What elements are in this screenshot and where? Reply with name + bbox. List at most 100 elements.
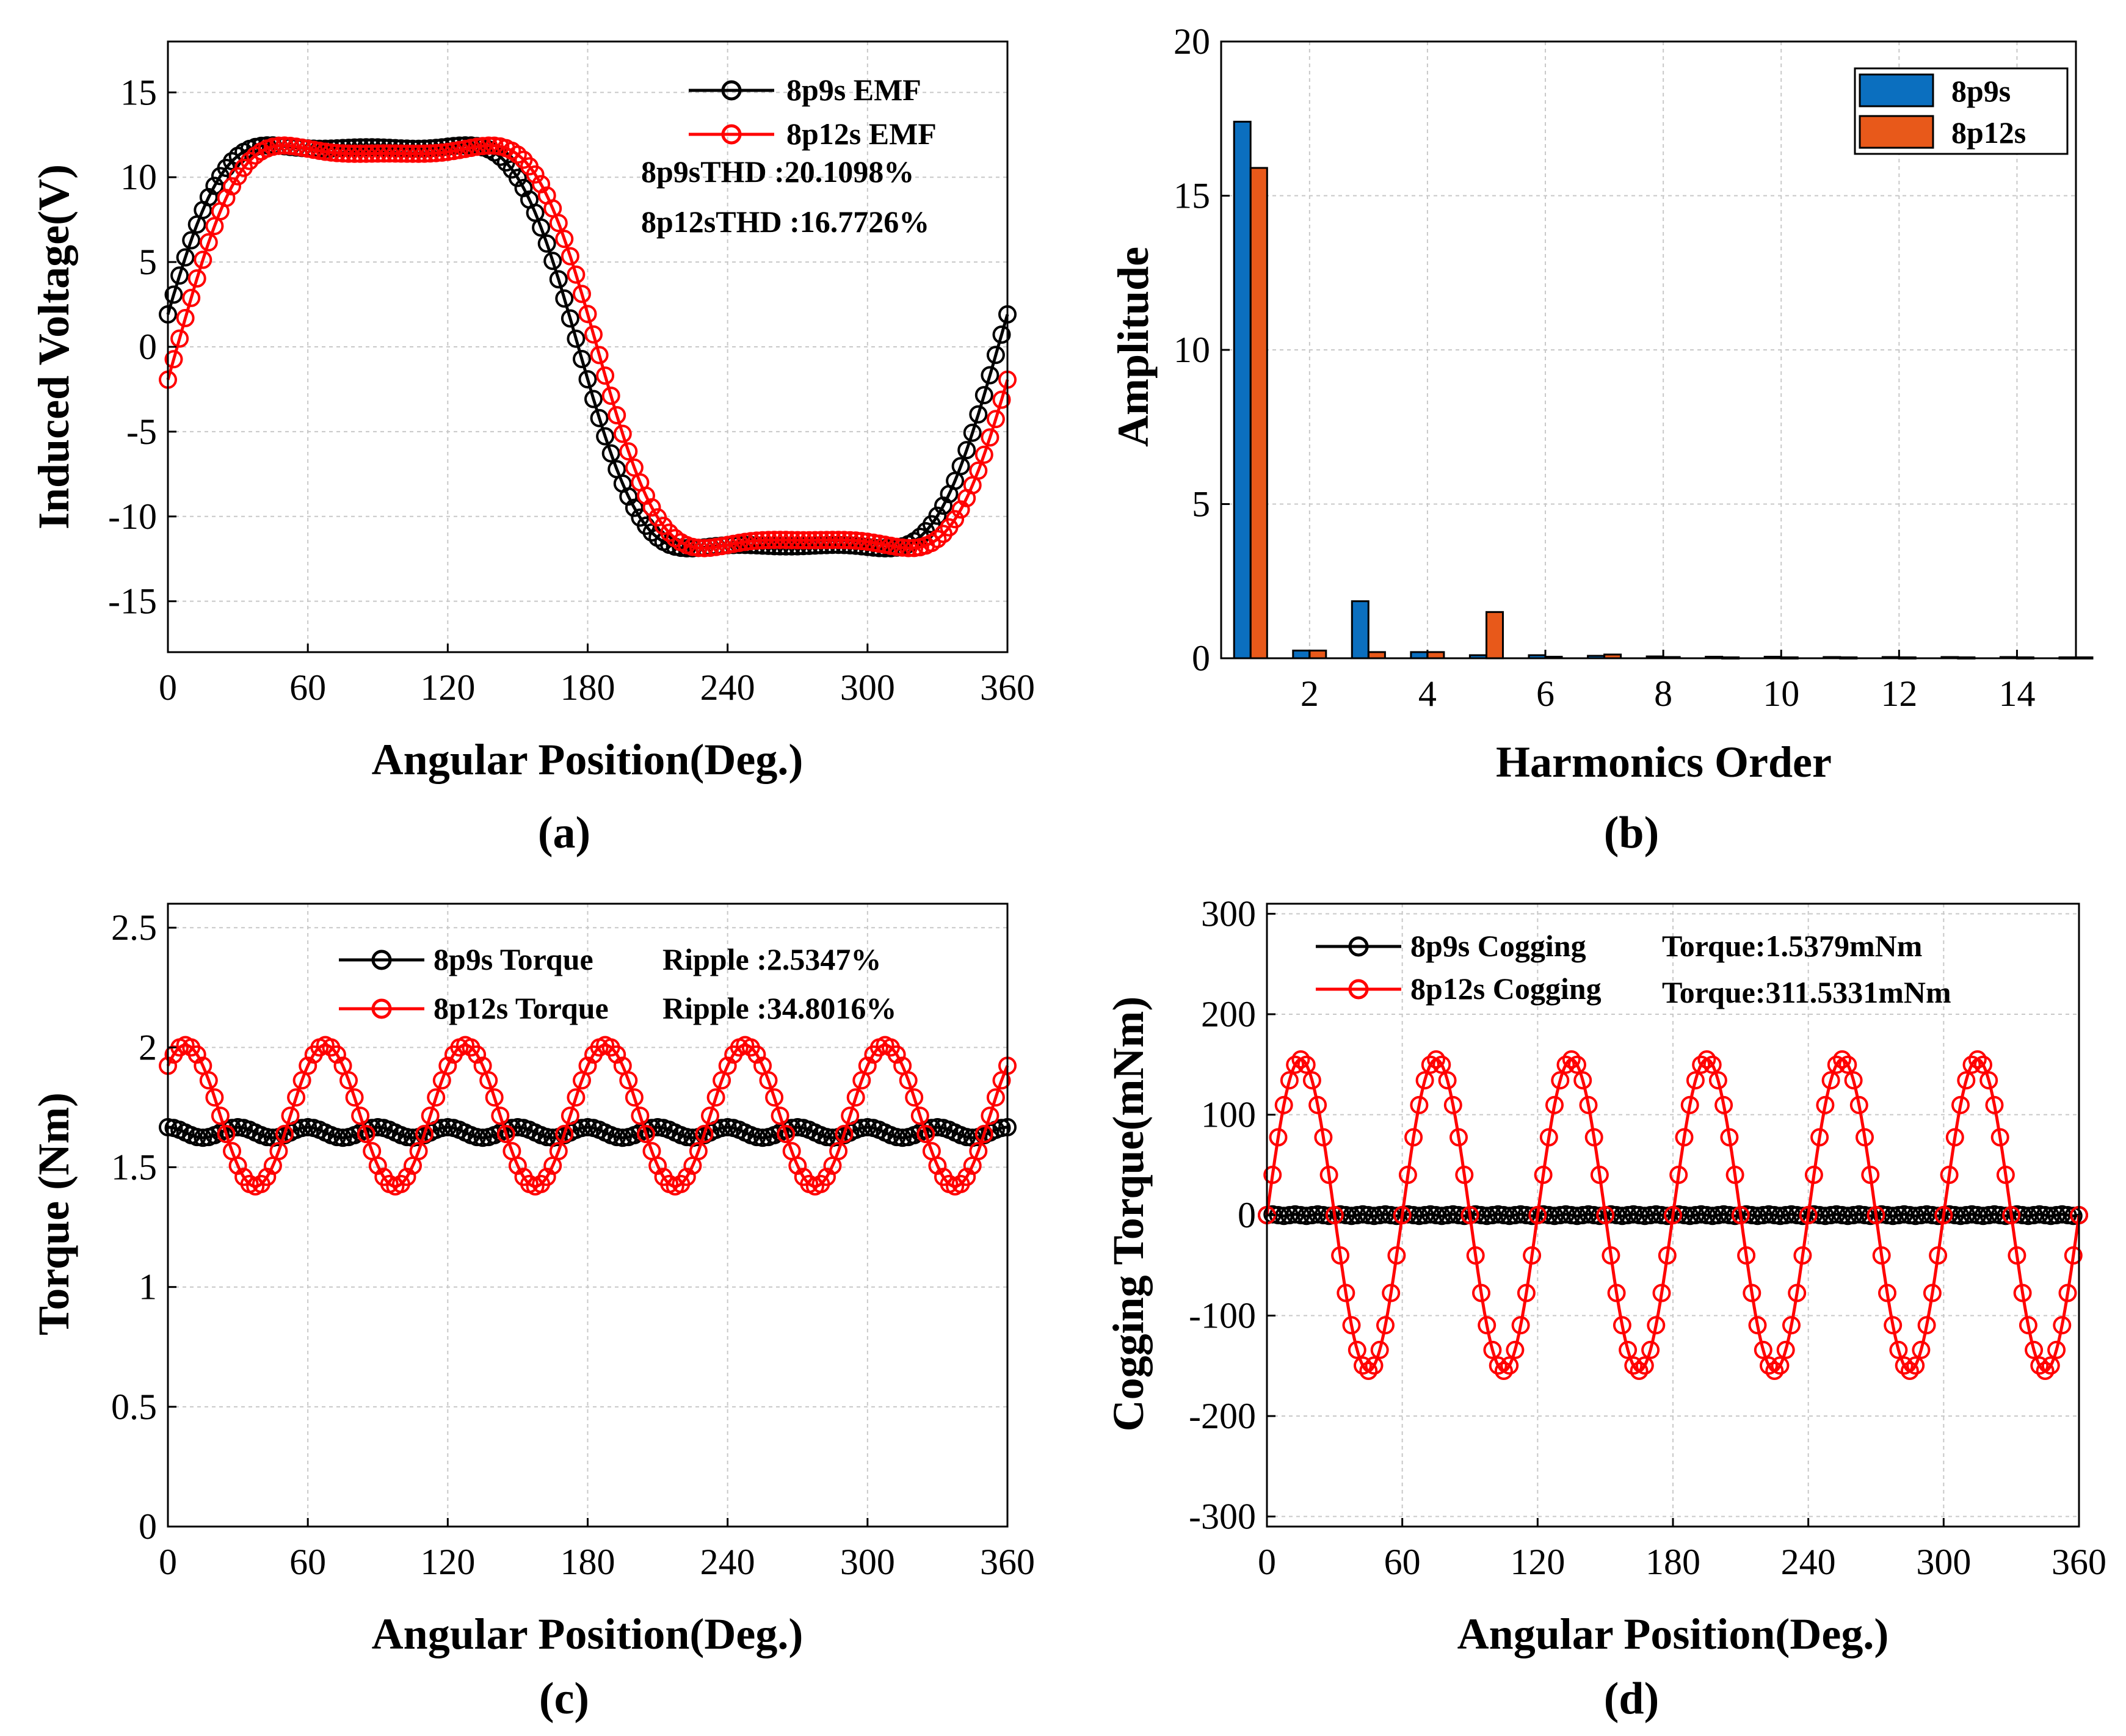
a-legend-label-8p9s: 8p9s EMF	[786, 73, 921, 107]
c-data-point	[508, 1157, 527, 1175]
a-data-point	[351, 144, 370, 163]
d-data-point	[2041, 1356, 2060, 1375]
d-data-point	[1286, 1055, 1305, 1074]
b-bar-8p12s-h2	[1308, 649, 1327, 659]
a-data-point	[549, 270, 568, 289]
c-x-tick-label: 180	[561, 1542, 615, 1582]
d-data-point	[1929, 1246, 1948, 1265]
a-caption: (a)	[538, 808, 590, 858]
c-data-point	[485, 1088, 504, 1107]
d-data-point	[1895, 1356, 1914, 1375]
c-legend-label-8p12s: 8p12s Torque	[434, 991, 609, 1025]
d-data-point	[1974, 1055, 1992, 1074]
d-x-tick-label: 0	[1258, 1542, 1276, 1582]
d-data-point	[1635, 1356, 1654, 1375]
d-data-point	[1443, 1095, 1462, 1114]
a-data-point	[549, 214, 568, 233]
a-data-point	[170, 329, 189, 348]
d-data-point	[1528, 1206, 1547, 1224]
b-bar-8p12s-h3	[1367, 651, 1386, 659]
d-data-point	[1669, 1166, 1688, 1184]
a-data-point	[176, 308, 195, 327]
a-data-point	[893, 538, 912, 557]
d-data-point	[1500, 1356, 1519, 1375]
a-data-point	[584, 390, 603, 409]
d-data-point	[1596, 1206, 1615, 1224]
d-data-point	[1579, 1095, 1598, 1114]
a-data-point	[986, 346, 1005, 365]
a-data-point	[963, 423, 982, 442]
d-data-point	[1889, 1340, 1908, 1359]
a-data-point	[187, 269, 206, 288]
c-caption: (c)	[539, 1674, 589, 1724]
d-data-point	[1337, 1284, 1355, 1302]
c-y-tick-label: 2	[139, 1027, 157, 1067]
d-data-point	[1438, 1071, 1457, 1090]
panel-c-torque: 0 60 120 180 240 300 360 0 0.5 1 1.5 2 2.5 Torque (N…	[29, 903, 1035, 1724]
a-data-point	[695, 539, 714, 557]
c-data-point	[771, 1106, 789, 1125]
b-legend-label-8p9s: 8p9s	[1951, 74, 2011, 108]
a-data-point	[858, 532, 877, 551]
d-legend-label-8p12s: 8p12s Cogging	[1410, 972, 1602, 1006]
a-data-point	[357, 144, 375, 163]
d-y-tick-label: 100	[1201, 1094, 1256, 1135]
a-data-point	[380, 144, 399, 163]
a-data-point	[508, 169, 527, 187]
d-data-point	[1370, 1340, 1389, 1359]
b-x-tick-label: 12	[1881, 674, 1917, 714]
d-data-point	[2019, 1316, 2037, 1335]
b-legend-label-8p12s: 8p12s	[1951, 115, 2026, 150]
c-data-point	[818, 1128, 836, 1147]
a-x-tick-label: 60	[289, 667, 326, 708]
b-bar-8p9s-h3	[1351, 600, 1370, 659]
d-data-point	[1912, 1340, 1931, 1359]
d-data-point	[1302, 1071, 1321, 1090]
d-data-point	[1280, 1071, 1299, 1090]
d-data-point	[1760, 1356, 1778, 1375]
d-data-point	[1906, 1356, 1925, 1375]
c-data-point	[747, 1045, 766, 1064]
a-data-point	[596, 427, 615, 446]
a-data-point	[805, 531, 824, 550]
c-data-point	[258, 1128, 277, 1147]
a-data-point	[974, 386, 993, 405]
c-data-point	[858, 1118, 877, 1136]
a-data-point	[741, 532, 760, 551]
d-data-point	[2025, 1340, 2044, 1359]
c-y-tick-label: 0.5	[111, 1387, 157, 1427]
d-data-point	[1844, 1071, 1863, 1090]
d-x-tick-label: 240	[1781, 1542, 1836, 1582]
a-y-tick-label: 0	[139, 327, 157, 367]
c-data-point	[427, 1088, 446, 1107]
b-bar-8p12s-h15	[2075, 656, 2094, 659]
c-data-point	[409, 1142, 428, 1161]
a-data-point	[555, 230, 574, 249]
a-data-point	[427, 143, 446, 162]
c-data-point	[275, 1125, 294, 1144]
a-data-point	[765, 531, 784, 550]
d-data-point	[1861, 1166, 1880, 1184]
d-data-point	[1697, 1050, 1716, 1069]
d-y-tick-label: 300	[1201, 893, 1256, 934]
d-data-point	[1449, 1128, 1468, 1147]
c-data-point	[829, 1142, 848, 1161]
a-data-point	[404, 139, 422, 158]
a-annotation-thd-8p9s: 8p9sTHD :20.1098%	[641, 154, 914, 189]
c-data-point	[415, 1125, 434, 1144]
d-data-point	[1714, 1095, 1733, 1114]
a-data-point	[573, 350, 591, 368]
a-data-point	[182, 288, 201, 307]
c-data-point	[677, 1168, 696, 1186]
c-data-point	[299, 1118, 317, 1136]
a-x-tick-label: 300	[840, 667, 895, 708]
a-data-point	[543, 252, 562, 271]
a-data-point	[409, 139, 428, 158]
d-data-point	[1917, 1316, 1936, 1335]
c-data-point	[194, 1128, 212, 1147]
b-y-tick-label: 20	[1174, 21, 1210, 62]
c-data-point	[339, 1071, 358, 1090]
d-data-point	[1551, 1071, 1570, 1090]
d-data-point	[1985, 1095, 2004, 1114]
a-data-point	[759, 531, 778, 550]
